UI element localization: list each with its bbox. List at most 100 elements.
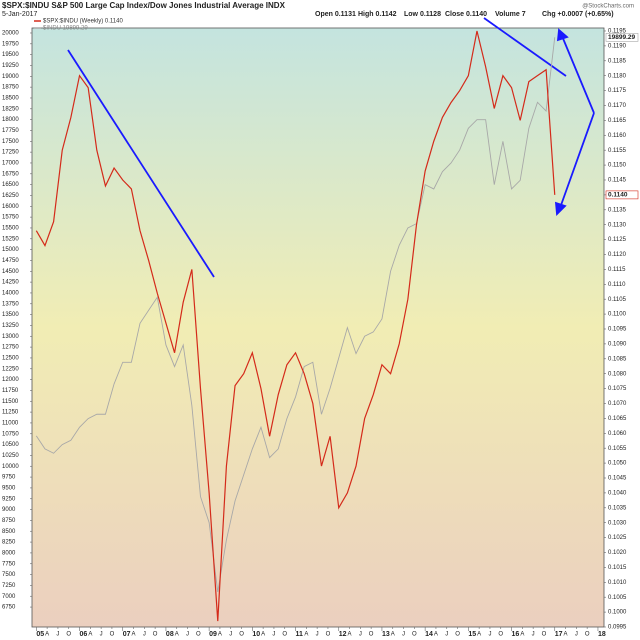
y-tick-label: 12750 bbox=[2, 345, 19, 351]
x-tick-label: J bbox=[316, 632, 319, 638]
x-tick-label: O bbox=[455, 632, 460, 638]
y-tick-label: 9500 bbox=[2, 485, 16, 491]
x-tick-label: J bbox=[402, 632, 405, 638]
x-tick-label: 06 bbox=[80, 631, 88, 638]
x-tick-label: A bbox=[45, 632, 49, 638]
x-tick-label: A bbox=[564, 632, 568, 638]
x-tick-label: 13 bbox=[382, 631, 390, 638]
y-tick-label: 10000 bbox=[2, 464, 19, 470]
y-tick-label: 17000 bbox=[2, 161, 19, 167]
last-value-label: 19899.29 bbox=[608, 34, 635, 41]
x-tick-label: A bbox=[88, 632, 92, 638]
arrow bbox=[561, 35, 595, 114]
y2-tick-label: 0.1120 bbox=[608, 252, 627, 258]
y-tick-label: 7000 bbox=[2, 594, 16, 600]
x-tick-label: O bbox=[585, 632, 590, 638]
y-tick-label: 7750 bbox=[2, 561, 16, 567]
y-tick-label: 19250 bbox=[2, 63, 19, 69]
y-tick-label: 7500 bbox=[2, 572, 16, 578]
y2-tick-label: 0.1135 bbox=[608, 207, 627, 213]
x-tick-label: J bbox=[445, 632, 448, 638]
x-tick-label: J bbox=[56, 632, 59, 638]
y2-tick-label: 0.1055 bbox=[608, 446, 627, 452]
x-tick-label: 10 bbox=[252, 631, 260, 638]
x-tick-label: 08 bbox=[166, 631, 174, 638]
y-tick-label: 8500 bbox=[2, 529, 16, 535]
y-tick-label: 12500 bbox=[2, 356, 19, 362]
x-tick-label: A bbox=[520, 632, 524, 638]
trend-line bbox=[483, 17, 567, 77]
y2-tick-label: 0.1130 bbox=[608, 222, 627, 228]
x-tick-label: J bbox=[229, 632, 232, 638]
x-tick-label: 09 bbox=[209, 631, 217, 638]
y-tick-label: 10250 bbox=[2, 453, 19, 459]
y2-tick-label: 0.1115 bbox=[608, 267, 626, 273]
y-tick-label: 16000 bbox=[2, 204, 19, 210]
quote-item: High 0.1142 bbox=[358, 11, 397, 18]
x-tick-label: 11 bbox=[296, 631, 304, 638]
y-tick-label: 19750 bbox=[2, 41, 19, 47]
y-tick-label: 13250 bbox=[2, 323, 19, 329]
x-tick-label: O bbox=[369, 632, 374, 638]
x-tick-label: 15 bbox=[468, 631, 476, 638]
y2-tick-label: 0.1125 bbox=[608, 237, 627, 243]
quote-item: Open 0.1131 bbox=[315, 11, 356, 18]
y2-tick-label: 0.1155 bbox=[608, 148, 627, 154]
x-tick-label: O bbox=[412, 632, 417, 638]
y2-tick-label: 0.1150 bbox=[608, 163, 627, 169]
quote: Open 0.1131 High 0.1142 Low 0.1128 Close 0.… bbox=[315, 11, 614, 18]
series-line bbox=[35, 37, 556, 592]
arrow-head bbox=[554, 201, 567, 216]
chart-date: 5-Jan-2017 bbox=[2, 11, 38, 18]
y-tick-label: 11000 bbox=[2, 421, 19, 427]
y2-tick-label: 0.1070 bbox=[608, 401, 627, 407]
y-tick-label: 15000 bbox=[2, 247, 19, 253]
y-tick-label: 18000 bbox=[2, 117, 19, 123]
x-tick-label: J bbox=[186, 632, 189, 638]
x-tick-label: A bbox=[477, 632, 481, 638]
y-tick-label: 13500 bbox=[2, 312, 19, 318]
x-tick-label: A bbox=[218, 632, 222, 638]
x-tick-label: A bbox=[304, 632, 308, 638]
y2-tick-label: 0.1080 bbox=[608, 371, 627, 377]
y2-tick-label: 0.1060 bbox=[608, 431, 627, 437]
x-tick-label: 12 bbox=[339, 631, 347, 638]
arrow bbox=[559, 112, 595, 209]
y-tick-label: 10500 bbox=[2, 442, 19, 448]
x-tick-label: A bbox=[434, 632, 438, 638]
x-tick-label: J bbox=[532, 632, 535, 638]
y-tick-label: 14250 bbox=[2, 280, 19, 286]
y-tick-label: 14000 bbox=[2, 291, 19, 297]
y-tick-label: 6750 bbox=[2, 605, 16, 611]
y2-tick-label: 0.1065 bbox=[608, 416, 627, 422]
last-value-box bbox=[605, 33, 639, 42]
y2-tick-label: 0.1025 bbox=[608, 535, 627, 541]
y-tick-label: 9000 bbox=[2, 507, 16, 513]
x-tick-label: O bbox=[239, 632, 244, 638]
x-tick-label: O bbox=[326, 632, 331, 638]
y2-tick-label: 0.1090 bbox=[608, 341, 627, 347]
y2-tick-label: 0.1190 bbox=[608, 43, 627, 49]
arrow-head bbox=[556, 28, 569, 42]
y2-tick-label: 0.1160 bbox=[608, 133, 627, 139]
y2-tick-label: 0.1165 bbox=[608, 118, 627, 124]
annotations bbox=[67, 17, 595, 278]
y-tick-label: 9250 bbox=[2, 496, 16, 502]
x-tick-label: A bbox=[132, 632, 136, 638]
x-tick-label: O bbox=[196, 632, 201, 638]
x-tick-label: A bbox=[261, 632, 265, 638]
y-tick-label: 17750 bbox=[2, 128, 19, 134]
quote-item: Volume 7 bbox=[495, 11, 526, 18]
x-tick-label: 14 bbox=[425, 631, 433, 638]
y-tick-label: 19500 bbox=[2, 52, 19, 58]
y-tick-label: 18750 bbox=[2, 85, 19, 91]
x-tick-label: 16 bbox=[512, 631, 520, 638]
y-tick-label: 12000 bbox=[2, 377, 19, 383]
x-tick-label: O bbox=[153, 632, 158, 638]
trend-line bbox=[67, 49, 215, 278]
y2-tick-label: 0.1075 bbox=[608, 386, 627, 392]
x-tick-label: J bbox=[488, 632, 491, 638]
chart-title: $SPX:$INDU S&P 500 Large Cap Index/Dow J… bbox=[2, 1, 286, 10]
x-tick-label: J bbox=[143, 632, 146, 638]
x-tick-label: A bbox=[391, 632, 395, 638]
